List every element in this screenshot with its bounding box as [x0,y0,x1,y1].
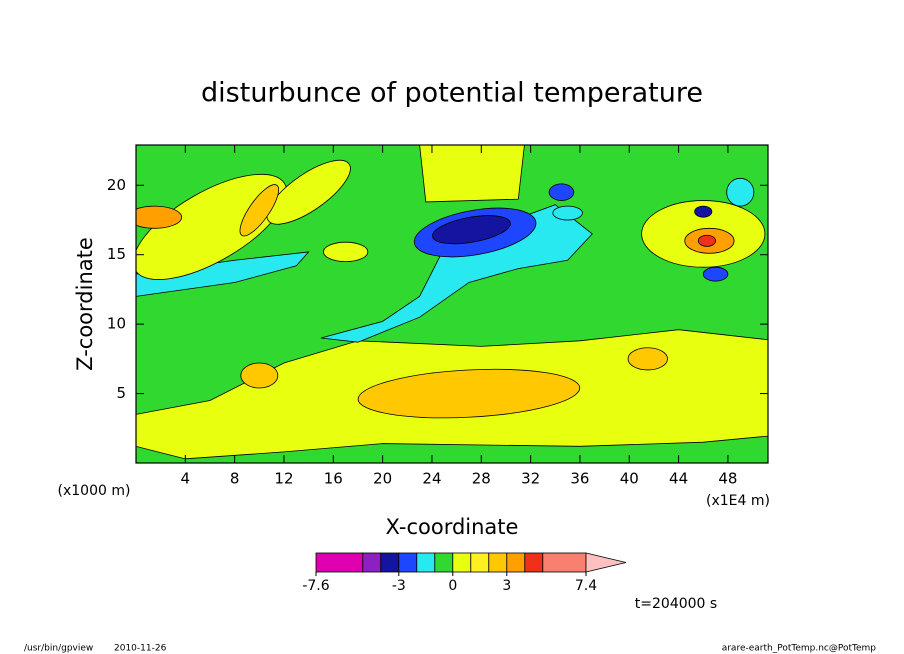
colorbar-tick-label: 7.4 [575,578,597,594]
contour-region [419,145,525,203]
contour-region [136,251,310,297]
contour-region [702,266,729,282]
contour-region [239,184,280,237]
contour-region [320,204,593,343]
y-tick-label: 20 [107,176,126,194]
contour-region [432,215,511,245]
contour-region [548,183,575,201]
x-tick-label: 32 [521,470,540,488]
contour-region [323,241,369,263]
colorbar-segment [452,552,472,573]
colorbar-segment [488,552,508,573]
footer-right: arare-earth_PotTemp.nc@PotTemp [722,644,877,654]
colorbar-tick-label: -3 [392,578,406,594]
x-tick-label: 48 [718,470,737,488]
contour-region [694,205,713,218]
y-axis-label: Z-coordinate [73,237,97,371]
x-tick-label: 24 [422,470,441,488]
colorbar-segment [416,552,436,573]
colorbar-segment [506,552,526,573]
footer-date: 2010-11-26 [114,644,167,654]
colorbar-segment [315,552,364,573]
x-axis-label: X-coordinate [386,515,519,539]
x-tick-label: 16 [324,470,343,488]
colorbar-tick-label: 3 [502,578,511,594]
colorbar-segment [470,552,490,573]
y-unit: (x1000 m) [58,483,131,499]
colorbar-segment [362,552,382,573]
contour-region [266,159,351,225]
colorbar-segment [524,552,544,573]
colorbar-segment [398,552,418,573]
contour-region [726,177,755,207]
contour-region [697,234,716,247]
x-tick-label: 28 [472,470,491,488]
contour-region [240,362,279,389]
x-tick-label: 40 [620,470,639,488]
chart-title: disturbunce of potential temperature [201,78,703,109]
plot-frame [135,144,769,464]
x-tick-label: 20 [373,470,392,488]
contour-region [136,173,288,280]
colorbar-tick-label: 0 [448,578,457,594]
y-tick-label: 5 [116,384,126,402]
x-tick-label: 8 [230,470,240,488]
y-tick-label: 10 [107,315,126,333]
x-tick-label: 4 [181,470,191,488]
colorbar-tick-label: -7.6 [302,578,329,594]
footer-left: /usr/bin/gpview [24,644,93,654]
time-label: t=204000 s [635,596,717,612]
x-tick-label: 12 [274,470,293,488]
colorbar-segment [380,552,400,573]
x-tick-label: 36 [570,470,589,488]
contour-region [136,205,183,229]
contour-region [552,205,583,221]
contour-field [136,145,768,463]
contour-region [627,347,668,371]
x-unit: (x1E4 m) [706,493,770,509]
x-tick-label: 44 [669,470,688,488]
colorbar-extension [585,552,627,573]
colorbar-segment [542,552,587,573]
contour-region [357,368,581,419]
colorbar-segment [434,552,454,573]
y-tick-label: 15 [107,245,126,263]
